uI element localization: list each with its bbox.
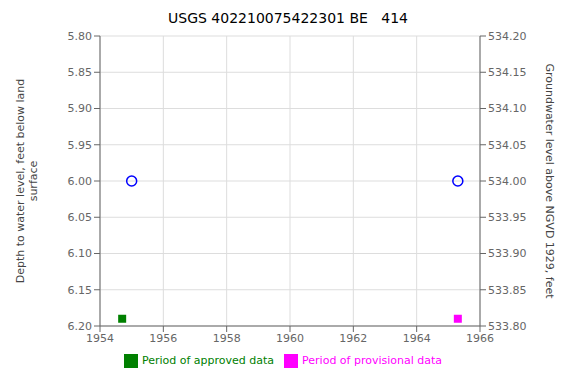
- svg-text:Groundwater level above NGVD 1: Groundwater level above NGVD 1929, feet: [544, 63, 557, 299]
- svg-text:534.10: 534.10: [488, 102, 527, 115]
- svg-text:1958: 1958: [213, 332, 241, 345]
- svg-text:533.85: 533.85: [488, 284, 527, 297]
- html-text:USGS 402210075422301 BE 414: USGS 402210075422301 BE 414: [168, 10, 408, 26]
- svg-text:5.95: 5.95: [68, 139, 93, 152]
- svg-text:1956: 1956: [149, 332, 177, 345]
- svg-text:534.05: 534.05: [488, 139, 527, 152]
- svg-text:6.15: 6.15: [68, 284, 93, 297]
- svg-text:533.90: 533.90: [488, 247, 527, 260]
- svg-text:534.20: 534.20: [488, 30, 527, 43]
- svg-text:533.80: 533.80: [488, 320, 527, 333]
- svg-text:1962: 1962: [339, 332, 367, 345]
- html-text:Period of approved data: Period of approved data: [141, 354, 275, 367]
- svg-text:6.00: 6.00: [68, 175, 93, 188]
- svg-text:534.00: 534.00: [488, 175, 527, 188]
- html-text:Period of provisional data: Period of provisional data: [302, 354, 443, 367]
- svg-text:1954: 1954: [86, 332, 114, 345]
- svg-text:6.10: 6.10: [68, 247, 93, 260]
- svg-text:6.05: 6.05: [68, 211, 93, 224]
- svg-text:Depth to water level, feet bel: Depth to water level, feet below landsur…: [13, 79, 39, 284]
- svg-text:534.15: 534.15: [488, 66, 527, 79]
- svg-text:5.80: 5.80: [68, 30, 93, 43]
- svg-text:1960: 1960: [276, 332, 304, 345]
- svg-text:1964: 1964: [403, 332, 431, 345]
- svg-text:5.90: 5.90: [68, 102, 93, 115]
- svg-text:533.95: 533.95: [488, 211, 527, 224]
- svg-text:6.20: 6.20: [68, 320, 93, 333]
- svg-text:1966: 1966: [466, 332, 494, 345]
- svg-text:5.85: 5.85: [68, 66, 93, 79]
